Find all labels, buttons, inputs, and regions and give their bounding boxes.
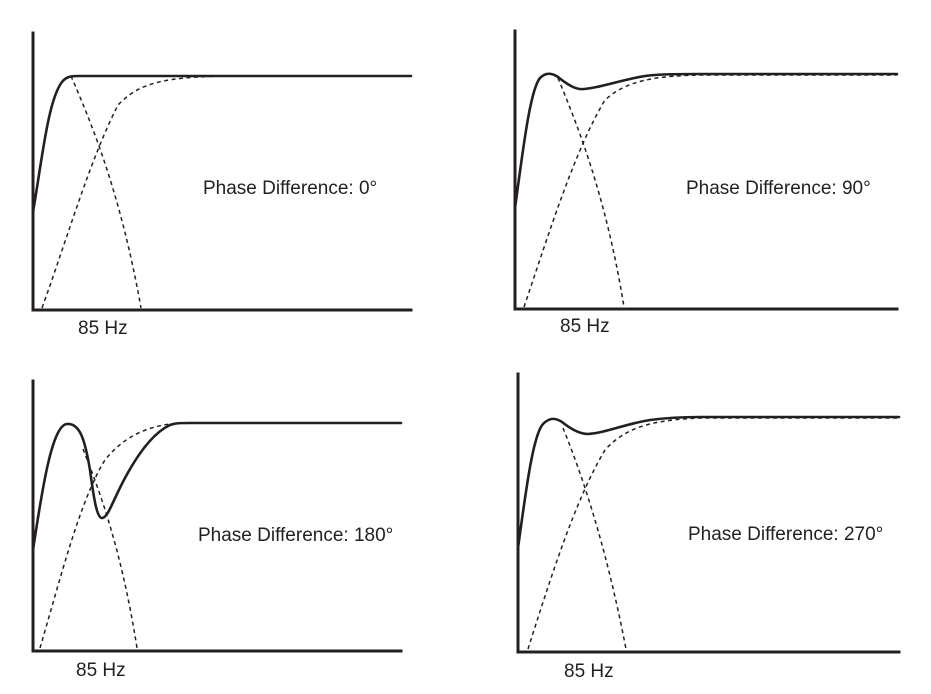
highpass-curve bbox=[39, 422, 401, 649]
phase-caption: Phase Difference: 90° bbox=[686, 178, 871, 199]
crossover-label: 85 Hz bbox=[564, 661, 614, 682]
highpass-curve bbox=[523, 74, 897, 308]
phase-caption: Phase Difference: 0° bbox=[203, 178, 377, 199]
panel-phase-90: 85 Hz Phase Difference: 90° bbox=[513, 29, 899, 337]
lowpass-curve bbox=[82, 448, 138, 649]
crossover-label: 85 Hz bbox=[560, 316, 610, 337]
highpass-curve bbox=[41, 75, 411, 309]
lowpass-curve bbox=[562, 427, 627, 650]
lowpass-curve bbox=[557, 77, 625, 308]
panel-phase-270: 85 Hz Phase Difference: 270° bbox=[516, 372, 901, 682]
summed-response-curve bbox=[31, 421, 403, 552]
phase-caption: Phase Difference: 180° bbox=[198, 525, 393, 546]
summed-response-curve bbox=[31, 74, 413, 214]
highpass-curve bbox=[527, 417, 899, 650]
phase-caption: Phase Difference: 270° bbox=[688, 524, 883, 545]
crossover-label: 85 Hz bbox=[78, 318, 128, 339]
panel-phase-0: 85 Hz Phase Difference: 0° bbox=[31, 31, 413, 339]
summed-response-curve bbox=[513, 72, 899, 210]
summed-response-curve bbox=[516, 415, 901, 550]
crossover-label: 85 Hz bbox=[76, 660, 126, 681]
panel-phase-180: 85 Hz Phase Difference: 180° bbox=[31, 379, 403, 681]
